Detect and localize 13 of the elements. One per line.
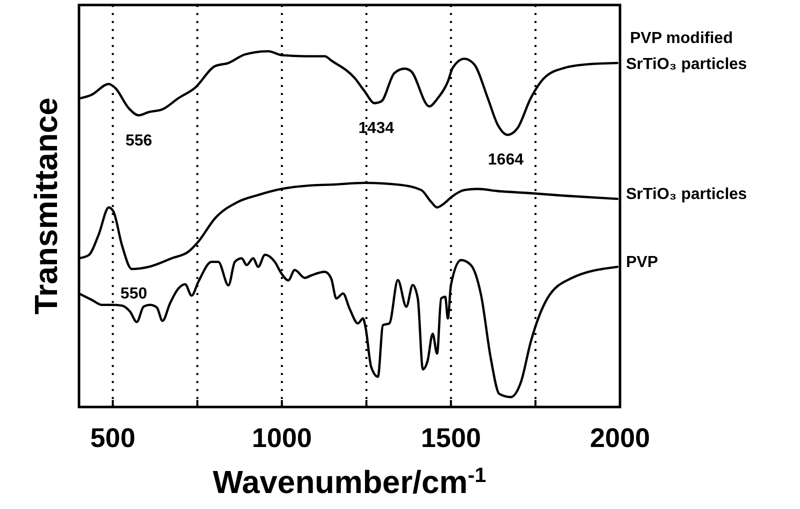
x-tick-label: 500	[90, 423, 136, 453]
annotation: 1434	[358, 120, 394, 138]
series-label: SrTiO₃ particles	[626, 186, 748, 203]
series-label: PVP	[626, 254, 658, 271]
annotation: 550	[120, 285, 148, 302]
x-tick-label: 1000	[252, 423, 312, 453]
annotation: 1664	[488, 151, 524, 168]
x-axis-title: Wavenumber/cm$^{-1}$	[212, 464, 486, 500]
series-label: PVP modified SrTiO₃ particles	[626, 30, 748, 73]
x-tick-label: 2000	[590, 423, 650, 453]
y-axis-title: Transmittance	[28, 98, 64, 314]
x-tick-label: 1500	[420, 423, 481, 453]
annotation: 556	[125, 132, 152, 150]
